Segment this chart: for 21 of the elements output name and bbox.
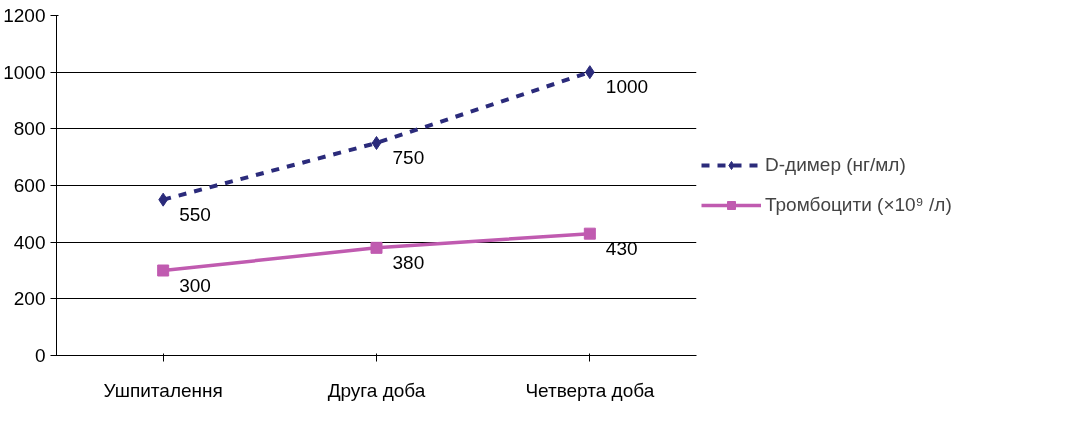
point	[370, 241, 383, 254]
legend-label: Тромбоцити (×10⁹ /л)	[765, 194, 952, 216]
data-label: 380	[392, 251, 425, 273]
y-tick-label: 200	[13, 288, 46, 310]
y-tick-label: 800	[13, 118, 46, 140]
legend-label: D-димер (нг/мл)	[765, 154, 906, 176]
y-tick-label: 600	[13, 175, 46, 196]
x-tick-label: Четверта доба	[525, 379, 655, 401]
point	[371, 136, 382, 150]
data-label: 750	[392, 147, 425, 168]
y-tick-label: 400	[13, 231, 46, 253]
x-tick-label: Ушпиталення	[103, 379, 223, 401]
x-tick-label: Друга доба	[327, 379, 426, 401]
y-tick-label: 0	[34, 345, 46, 366]
point	[157, 264, 170, 277]
data-label: 300	[179, 274, 211, 296]
y-tick-label: 1000	[3, 61, 46, 83]
data-label: 550	[179, 203, 211, 225]
point	[583, 227, 596, 240]
data-label: 1000	[605, 76, 649, 98]
y-tick-label: 1200	[3, 5, 46, 26]
